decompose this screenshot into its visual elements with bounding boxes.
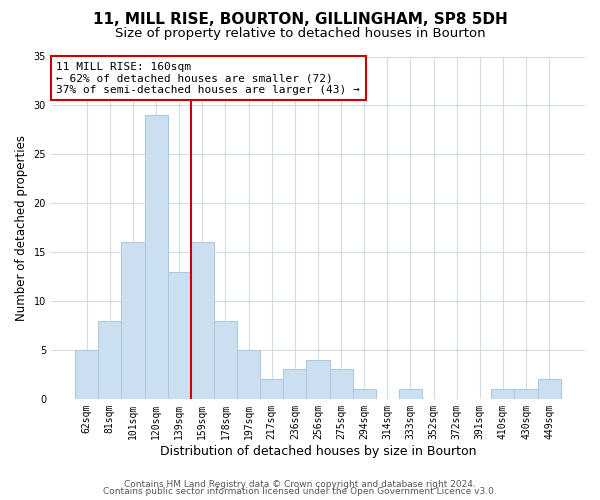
Bar xyxy=(98,320,121,399)
Bar xyxy=(329,370,353,399)
Bar xyxy=(514,389,538,399)
Bar xyxy=(491,389,514,399)
Bar xyxy=(145,115,167,399)
Bar xyxy=(237,350,260,399)
Bar xyxy=(167,272,191,399)
Bar xyxy=(283,370,307,399)
Text: 11 MILL RISE: 160sqm
← 62% of detached houses are smaller (72)
37% of semi-detac: 11 MILL RISE: 160sqm ← 62% of detached h… xyxy=(56,62,360,95)
Bar xyxy=(260,380,283,399)
Bar xyxy=(538,380,561,399)
Bar xyxy=(307,360,329,399)
Text: Contains HM Land Registry data © Crown copyright and database right 2024.: Contains HM Land Registry data © Crown c… xyxy=(124,480,476,489)
Y-axis label: Number of detached properties: Number of detached properties xyxy=(15,134,28,320)
Text: Contains public sector information licensed under the Open Government Licence v3: Contains public sector information licen… xyxy=(103,488,497,496)
Bar xyxy=(75,350,98,399)
X-axis label: Distribution of detached houses by size in Bourton: Distribution of detached houses by size … xyxy=(160,444,476,458)
Bar xyxy=(399,389,422,399)
Text: 11, MILL RISE, BOURTON, GILLINGHAM, SP8 5DH: 11, MILL RISE, BOURTON, GILLINGHAM, SP8 … xyxy=(92,12,508,28)
Bar xyxy=(353,389,376,399)
Bar xyxy=(121,242,145,399)
Bar xyxy=(214,320,237,399)
Bar xyxy=(191,242,214,399)
Text: Size of property relative to detached houses in Bourton: Size of property relative to detached ho… xyxy=(115,28,485,40)
